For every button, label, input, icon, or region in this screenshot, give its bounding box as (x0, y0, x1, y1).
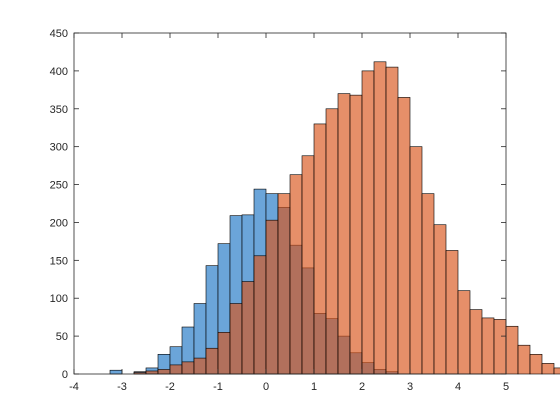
x-tick-label: 5 (503, 381, 509, 393)
histogram-bar (145, 370, 159, 375)
y-tick-label: 200 (50, 217, 68, 229)
histogram-bar (169, 364, 183, 375)
x-tick-label: -3 (117, 381, 127, 393)
y-tick-label: 300 (50, 142, 68, 154)
histogram-bar (277, 193, 291, 375)
histogram-bar (181, 361, 195, 375)
y-tick-label: 150 (50, 255, 68, 267)
histogram-bar (553, 367, 560, 375)
axes-box (73, 32, 507, 375)
histogram-bar (517, 344, 531, 375)
histogram-bar (373, 61, 387, 375)
histogram-bar (289, 174, 303, 375)
histogram-bar (445, 250, 459, 375)
histogram-bar (541, 363, 555, 375)
x-tick-label: 2 (359, 381, 365, 393)
histogram-bars (109, 61, 560, 375)
histogram-bar (349, 94, 363, 375)
x-tick-label: -2 (165, 381, 175, 393)
histogram-bar (409, 146, 423, 375)
histogram-bar (217, 332, 231, 375)
histogram-series-2 (133, 61, 560, 375)
x-tick-label: -4 (69, 381, 79, 393)
histogram-bar (241, 281, 255, 375)
histogram-bar (157, 369, 171, 375)
histogram-bar (421, 193, 435, 375)
y-tick-label: 350 (50, 104, 68, 116)
y-tick-label: 0 (62, 369, 68, 381)
x-tick-label: 0 (263, 381, 269, 393)
histogram-bar (469, 309, 483, 375)
y-tick-label: 250 (50, 180, 68, 192)
histogram-bar (433, 224, 447, 375)
y-tick-label: 50 (56, 331, 68, 343)
histogram-bar (325, 108, 339, 375)
y-tick-label: 400 (50, 66, 68, 78)
histogram-bar (397, 97, 411, 375)
x-tick-label: 1 (311, 381, 317, 393)
histogram-bar (457, 290, 471, 375)
histogram-bar (361, 70, 375, 375)
histogram-bar (481, 317, 495, 375)
histogram-bar (229, 303, 243, 375)
histogram-bar (505, 325, 519, 375)
histogram-bar (265, 219, 279, 375)
y-tick-label: 100 (50, 293, 68, 305)
histogram-bar (337, 93, 351, 375)
histogram-bar (253, 255, 267, 375)
histogram-bar (529, 353, 543, 375)
histogram-bar (193, 357, 207, 375)
x-tick-label: 3 (407, 381, 413, 393)
histogram-bar (493, 319, 507, 375)
histogram-bar (301, 155, 315, 375)
histogram-bar (109, 369, 123, 375)
histogram-bar (205, 347, 219, 375)
histogram-bar (385, 66, 399, 375)
x-tick-label: -1 (213, 381, 223, 393)
histogram-bar (313, 123, 327, 375)
axes: -4 -3 -2 -1 0 1 2 3 4 505010015020025030035040045… (50, 28, 509, 393)
x-tick-label: 4 (455, 381, 461, 393)
y-tick-label: 450 (50, 28, 68, 40)
